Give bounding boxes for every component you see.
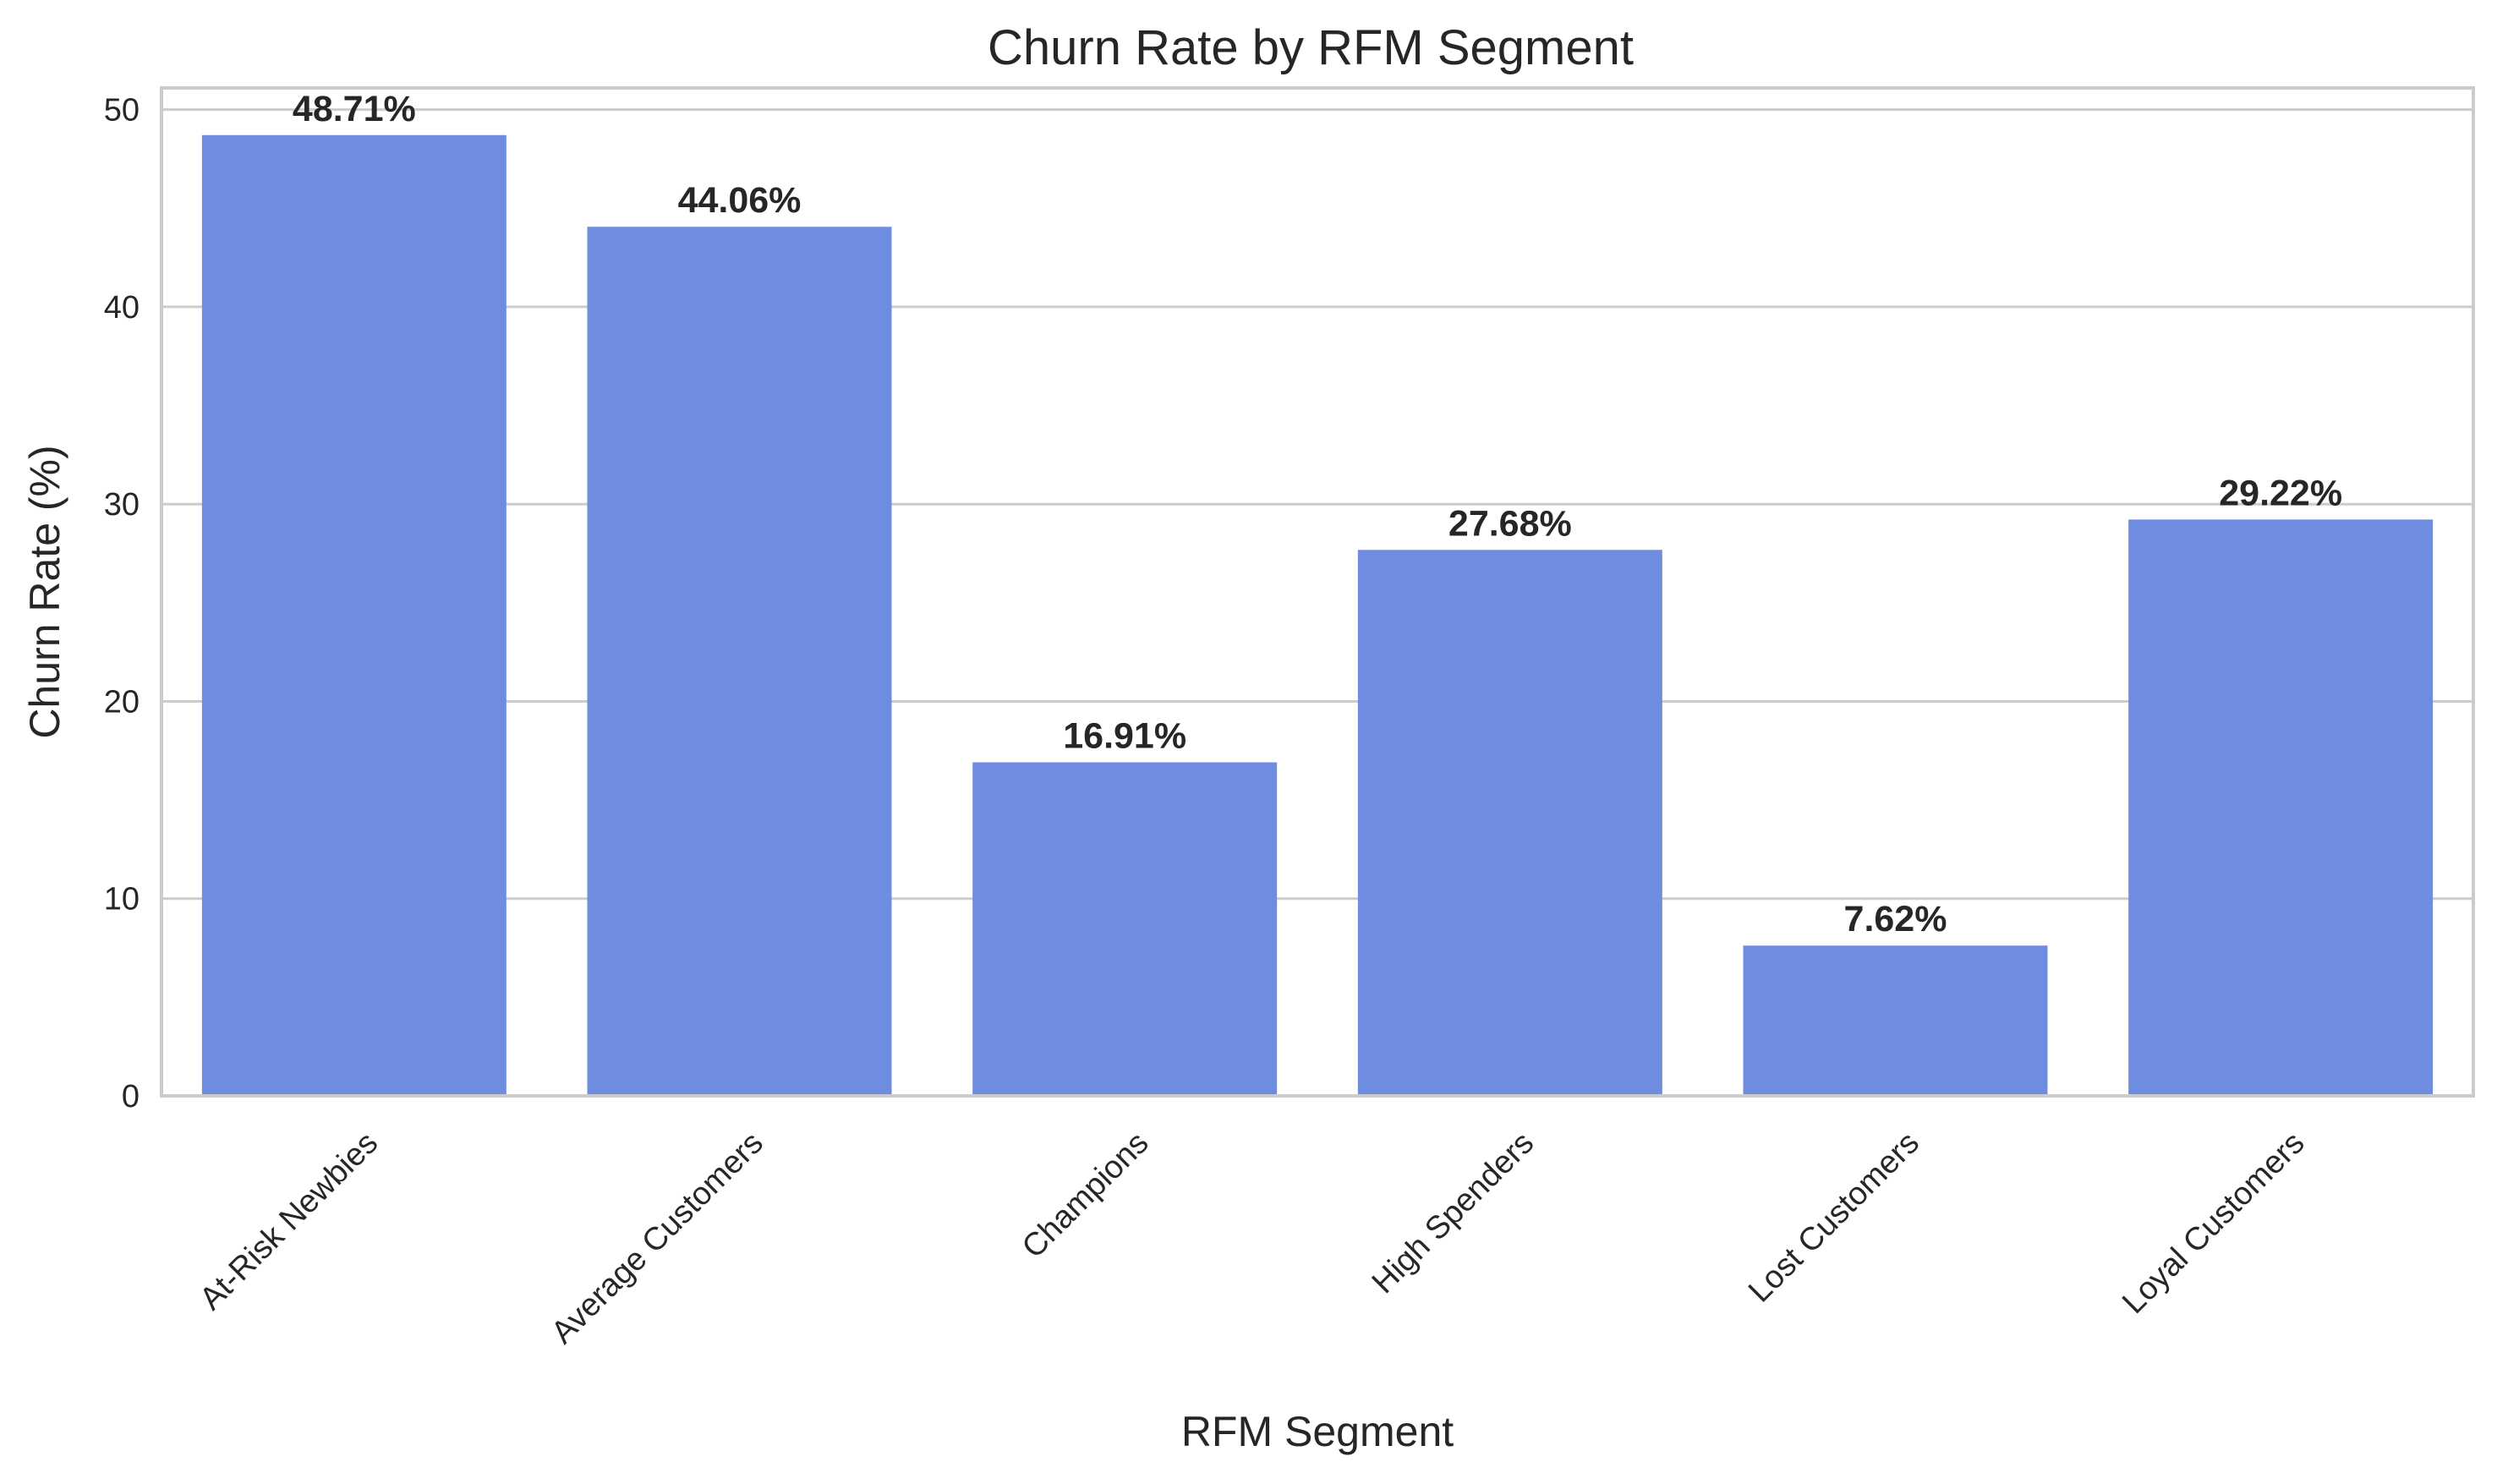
data-label-0: 48.71% xyxy=(293,89,416,129)
x-tick-label-1: Average Customers xyxy=(545,1125,770,1351)
y-tick-label: 50 xyxy=(104,93,140,129)
x-tick-label-5: Loyal Customers xyxy=(2116,1125,2311,1321)
bar-1 xyxy=(587,227,892,1097)
data-label-5: 29.22% xyxy=(2219,473,2342,513)
data-label-4: 7.62% xyxy=(1844,899,1947,939)
x-axis-ticks: At-Risk Newbies Average Customers Champion… xyxy=(193,1125,2311,1351)
bar-0 xyxy=(201,134,507,1096)
data-label-3: 27.68% xyxy=(1448,503,1572,544)
bars xyxy=(201,134,2434,1097)
x-tick-label-0: At-Risk Newbies xyxy=(193,1125,385,1317)
y-axis-label: Churn Rate (%) xyxy=(21,445,68,738)
x-axis-label: RFM Segment xyxy=(1181,1408,1454,1455)
y-tick-label: 10 xyxy=(104,882,140,917)
x-tick-label-3: High Spenders xyxy=(1366,1125,1541,1301)
bar-4 xyxy=(1743,945,2048,1096)
y-tick-label: 30 xyxy=(104,487,140,523)
y-tick-label: 20 xyxy=(104,684,140,720)
chart-title: Churn Rate by RFM Segment xyxy=(988,20,1634,75)
data-label-2: 16.91% xyxy=(1063,716,1186,757)
x-tick-label-4: Lost Customers xyxy=(1742,1125,1926,1310)
y-axis-ticks: 0 10 20 30 40 50 xyxy=(104,93,140,1114)
data-labels: 48.71% 44.06% 16.91% 27.68% 7.62% 29.22% xyxy=(293,89,2342,939)
x-tick-label-2: Champions xyxy=(1016,1125,1156,1266)
gridlines xyxy=(162,108,2473,1098)
data-label-1: 44.06% xyxy=(678,180,802,221)
bar-2 xyxy=(972,762,1278,1096)
y-tick-label: 0 xyxy=(122,1079,140,1114)
plot-frame xyxy=(160,86,2475,1098)
y-tick-label: 40 xyxy=(104,290,140,326)
bar-3 xyxy=(1357,550,1662,1096)
bar-5 xyxy=(2128,519,2434,1096)
